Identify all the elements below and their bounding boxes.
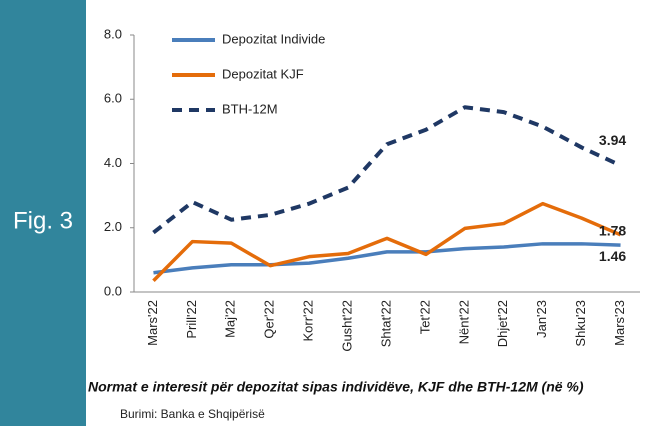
x-tick-label: Dhjet'22 [495, 300, 510, 347]
x-tick-label: Shtat'22 [378, 300, 393, 347]
legend-label: Depozitat Individe [222, 31, 325, 46]
x-tick-label: Prill'22 [184, 300, 199, 339]
y-tick-label: 4.0 [104, 155, 122, 170]
caption: Normat e interesit për depozitat sipas i… [88, 379, 584, 395]
x-tick-label: Mars'22 [145, 300, 160, 346]
figure-panel [0, 0, 86, 426]
series-line [152, 201, 622, 282]
x-tick-label: Qer'22 [262, 300, 277, 339]
series-line [152, 105, 622, 235]
source: Burimi: Banka e Shqipërisë [120, 407, 265, 421]
x-tick-label: Shku'23 [573, 300, 588, 347]
value-label: 3.94 [599, 132, 626, 148]
x-tick-label: Nënt'22 [456, 300, 471, 344]
value-label: 1.78 [599, 223, 626, 239]
x-tick-label: Tet'22 [417, 300, 432, 334]
legend-label: BTH-12M [222, 101, 278, 116]
series-line [153, 242, 621, 275]
legend-label: Depozitat KJF [222, 66, 304, 81]
y-tick-label: 8.0 [104, 26, 122, 41]
y-tick-label: 0.0 [104, 283, 122, 298]
value-label: 1.46 [599, 248, 626, 264]
figure-label: Fig. 3 [13, 207, 73, 234]
y-tick-label: 6.0 [104, 91, 122, 106]
x-tick-label: Gusht'22 [340, 300, 355, 352]
x-tick-label: Jan'23 [534, 300, 549, 338]
x-tick-label: Mars'23 [612, 300, 627, 346]
x-tick-label: Korr'22 [301, 300, 316, 342]
x-tick-label: Maj'22 [223, 300, 238, 338]
y-tick-label: 2.0 [104, 219, 122, 234]
